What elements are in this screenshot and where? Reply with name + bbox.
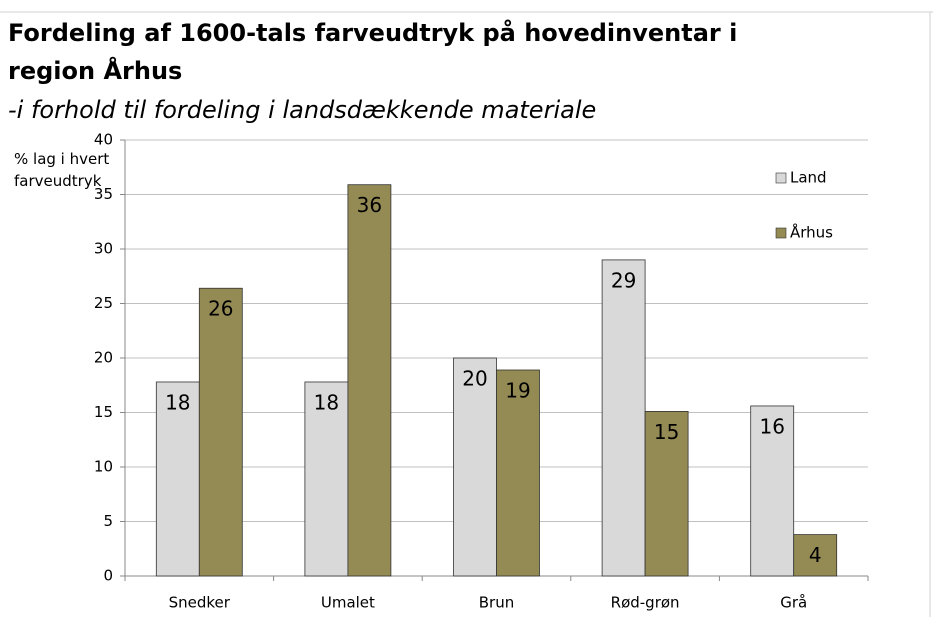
y-tick-label: 20 bbox=[94, 349, 113, 367]
x-tick-label: Snedker bbox=[169, 594, 231, 612]
value-label: 18 bbox=[314, 390, 339, 414]
x-tick-label: Grå bbox=[780, 594, 807, 612]
legend-swatch bbox=[775, 227, 787, 239]
bar bbox=[496, 369, 540, 577]
y-tick-label: 15 bbox=[94, 403, 113, 421]
value-label: 4 bbox=[809, 543, 822, 567]
bar bbox=[304, 381, 349, 577]
chart-title: Fordeling af 1600-tals farveudtryk på ho… bbox=[8, 19, 738, 85]
y-tick-label: 5 bbox=[103, 512, 113, 530]
bar bbox=[347, 184, 392, 577]
x-tick-label: Rød-grøn bbox=[611, 594, 680, 612]
value-label: 20 bbox=[462, 367, 487, 391]
value-label: 15 bbox=[654, 420, 679, 444]
chart-subtitle: -i forhold til fordeling i landsdækkende… bbox=[8, 96, 597, 124]
value-label: 16 bbox=[759, 414, 784, 438]
x-tick-label: Brun bbox=[479, 594, 514, 612]
y-tick-label: 10 bbox=[94, 458, 113, 476]
y-tick-label: 35 bbox=[94, 185, 113, 203]
x-tick-label: Umalet bbox=[321, 594, 375, 612]
y-tick-label: 40 bbox=[94, 131, 113, 149]
value-label: 29 bbox=[611, 268, 636, 292]
legend-label: Århus bbox=[790, 223, 833, 242]
legend-label: Land bbox=[790, 169, 827, 187]
value-label: 26 bbox=[208, 297, 233, 321]
y-tick-label: 25 bbox=[94, 294, 113, 312]
bar bbox=[644, 411, 689, 577]
bar bbox=[793, 534, 838, 577]
y-tick-label: 0 bbox=[103, 567, 113, 585]
bar bbox=[750, 405, 795, 577]
bar bbox=[453, 357, 497, 577]
value-label: 18 bbox=[165, 390, 190, 414]
value-label: 19 bbox=[505, 378, 530, 402]
bar bbox=[601, 259, 646, 577]
legend-swatch bbox=[775, 172, 787, 184]
bar bbox=[155, 381, 200, 577]
value-label: 36 bbox=[357, 193, 382, 217]
bar bbox=[198, 287, 243, 577]
y-axis-label: % lag i hvert farveudtryk bbox=[14, 150, 110, 190]
y-tick-label: 30 bbox=[94, 240, 113, 258]
